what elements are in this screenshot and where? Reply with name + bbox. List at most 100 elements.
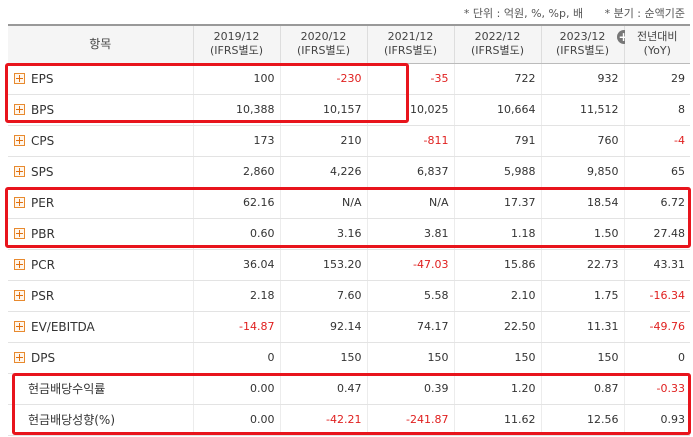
table-row: BPS 10,388 10,157 10,025 10,664 11,512 8 [8, 94, 690, 126]
value-text: 10,025 [410, 103, 449, 116]
row-label-text: 현금배당성향(%) [28, 413, 116, 427]
header-2019: 2019/12 (IFRS별도) [192, 24, 280, 64]
header-2021: 2021/12 (IFRS별도) [366, 24, 454, 64]
value-cell: 10,664 [453, 94, 541, 126]
expand-plus-icon[interactable] [14, 165, 25, 177]
value-cell: 92.14 [279, 311, 367, 343]
value-cell: 150 [453, 342, 541, 374]
value-cell: 74.17 [366, 311, 454, 343]
value-text: 2.10 [511, 289, 536, 302]
value-cell: -14.87 [192, 311, 280, 343]
value-cell: -230 [279, 63, 367, 95]
header-2020: 2020/12 (IFRS별도) [279, 24, 367, 64]
value-text: 1.20 [511, 382, 536, 395]
value-text: 7.60 [337, 289, 362, 302]
value-text: 1.18 [511, 227, 536, 240]
value-cell: -35 [366, 63, 454, 95]
value-cell: 36.04 [192, 249, 280, 281]
value-text: 74.17 [417, 320, 449, 333]
expand-plus-icon[interactable] [14, 227, 25, 239]
value-cell: 0.87 [540, 373, 624, 405]
row-label[interactable]: PER [8, 187, 193, 219]
value-cell: 153.20 [279, 249, 367, 281]
value-cell: -241.87 [366, 404, 454, 436]
value-cell: N/A [366, 187, 454, 219]
value-cell: 2,860 [192, 156, 280, 188]
value-cell: 5,988 [453, 156, 541, 188]
expand-plus-icon[interactable] [14, 320, 25, 332]
value-cell: 18.54 [540, 187, 624, 219]
value-text: 760 [597, 134, 619, 147]
table-row: DPS 0 150 150 150 150 0 [8, 342, 690, 374]
value-cell: 150 [540, 342, 624, 374]
value-cell: 100 [192, 63, 280, 95]
row-label[interactable]: DPS [8, 342, 193, 374]
expand-plus-icon[interactable] [14, 134, 25, 146]
value-text: 6,837 [417, 165, 449, 178]
unit-note: * 단위 : 억원, %, %p, 배 [463, 7, 584, 20]
row-label[interactable]: PSR [8, 280, 193, 312]
row-label-text: 현금배당수익률 [28, 382, 106, 396]
value-text: 62.16 [243, 196, 275, 209]
row-label[interactable]: SPS [8, 156, 193, 188]
value-text: 17.37 [504, 196, 536, 209]
value-text: -14.87 [239, 320, 275, 333]
expand-plus-icon[interactable] [14, 103, 25, 115]
value-cell: 11.31 [540, 311, 624, 343]
value-text: 11,512 [580, 103, 619, 116]
value-cell: 8 [623, 94, 690, 126]
value-cell: 17.37 [453, 187, 541, 219]
table-row: 현금배당성향(%) 0.00 -42.21 -241.87 11.62 12.56 0.93 [8, 404, 690, 436]
row-label-text: SPS [31, 164, 54, 179]
expand-plus-icon[interactable] [14, 258, 25, 270]
value-cell: 15.86 [453, 249, 541, 281]
expand-plus-icon[interactable] [14, 351, 25, 363]
value-text: 0.87 [594, 382, 619, 395]
row-label[interactable]: PBR [8, 218, 193, 250]
value-cell: 22.73 [540, 249, 624, 281]
value-text: 0 [267, 351, 275, 364]
value-cell: 150 [279, 342, 367, 374]
value-text: 15.86 [504, 258, 536, 271]
value-cell: 5.58 [366, 280, 454, 312]
value-cell: 1.18 [453, 218, 541, 250]
table-row: EV/EBITDA -14.87 92.14 74.17 22.50 11.31 -49.7… [8, 311, 690, 343]
value-cell: 65 [623, 156, 690, 188]
value-text: 43.31 [653, 258, 686, 271]
value-text: -230 [336, 72, 362, 85]
row-label[interactable]: EV/EBITDA [8, 311, 193, 343]
value-text: -16.34 [649, 289, 685, 302]
row-label-text: PBR [31, 226, 55, 241]
header-2023: 2023/12(IFRS별도)+ [540, 24, 631, 64]
value-cell: 2.18 [192, 280, 280, 312]
value-cell: 0 [192, 342, 280, 374]
expand-plus-icon[interactable] [14, 72, 25, 84]
header-item: 항목 [8, 24, 193, 64]
table-row: 현금배당수익률 0.00 0.47 0.39 1.20 0.87 -0.33 [8, 373, 690, 405]
value-cell: -0.33 [623, 373, 690, 405]
value-cell: 62.16 [192, 187, 280, 219]
row-label: 현금배당성향(%) [8, 404, 193, 436]
row-label[interactable]: EPS [8, 63, 193, 95]
value-text: 5,988 [504, 165, 536, 178]
value-cell: 29 [623, 63, 690, 95]
period-note: * 분기 : 순액기준 [604, 7, 685, 20]
value-text: 36.04 [243, 258, 275, 271]
value-text: 791 [514, 134, 536, 147]
value-text: -811 [423, 134, 449, 147]
table-row: EPS 100 -230 -35 722 932 29 [8, 63, 690, 95]
expand-plus-icon[interactable] [14, 196, 25, 208]
value-text: -49.76 [649, 320, 685, 333]
value-cell: 210 [279, 125, 367, 157]
value-text: 11.62 [504, 413, 536, 426]
row-label[interactable]: CPS [8, 125, 193, 157]
row-label[interactable]: BPS [8, 94, 193, 126]
value-text: 0.00 [250, 413, 275, 426]
value-text: 11.31 [587, 320, 619, 333]
value-cell: 1.50 [540, 218, 624, 250]
row-label[interactable]: PCR [8, 249, 193, 281]
value-text: 1.50 [594, 227, 619, 240]
value-cell: 43.31 [623, 249, 690, 281]
table-row: SPS 2,860 4,226 6,837 5,988 9,850 65 [8, 156, 690, 188]
expand-plus-icon[interactable] [14, 289, 25, 301]
